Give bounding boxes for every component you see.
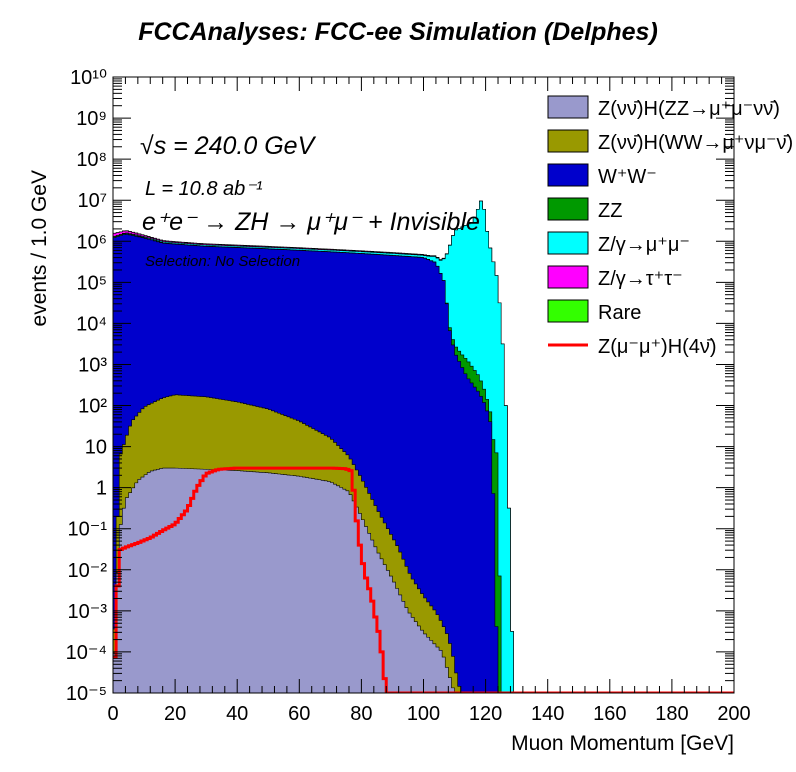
x-tick-label: 100 (407, 703, 440, 725)
stack-area-0 (113, 467, 734, 693)
y-tick-label: 10² (78, 396, 107, 418)
legend: Z(νν̄)H(ZZ→μ⁺μ⁻νν̄) Z(νν̄)H(WW→μ⁺νμ⁻ν̄) W⁺… (547, 95, 793, 358)
y-tick-label: 10⁻³ (68, 601, 108, 623)
y-tick-label: 10⁴ (76, 313, 107, 335)
y-tick-label: 10¹⁰ (70, 67, 107, 89)
legend-swatch-1 (547, 129, 589, 153)
y-tick-label: 10 (85, 437, 107, 459)
y-tick-label: 10⁸ (76, 149, 107, 171)
legend-label-1: Z(νν̄)H(WW→μ⁺νμ⁻ν̄) (598, 132, 793, 154)
y-tick-label: 10⁹ (76, 108, 107, 130)
x-tick-label: 20 (164, 703, 186, 725)
y-tick-label: 10⁻¹ (68, 519, 108, 541)
annotation-sqrt-s: √s = 240.0 GeV (140, 132, 315, 160)
signal-line (113, 466, 734, 693)
legend-label-5: Z/γ→τ⁺τ⁻ (598, 268, 683, 290)
legend-swatch-0 (547, 95, 589, 119)
legend-label-0: Z(νν̄)H(ZZ→μ⁺μ⁻νν̄) (598, 98, 780, 120)
y-tick-label: 10⁻⁴ (66, 642, 107, 664)
x-tick-label: 140 (531, 703, 564, 725)
legend-label-4: Z/γ→μ⁺μ⁻ (598, 234, 690, 256)
x-tick-label: 120 (469, 703, 502, 725)
y-axis-label: events / 1.0 GeV (28, 170, 51, 327)
legend-swatch-5 (547, 265, 589, 289)
y-tick-label: 10⁻² (68, 560, 108, 582)
x-tick-label: 40 (226, 703, 248, 725)
legend-label-6: Rare (598, 302, 641, 324)
legend-swatch-6 (547, 299, 589, 323)
y-tick-label: 1 (96, 478, 107, 500)
annotation-process: e⁺e⁻ → ZH → μ⁺μ⁻ + Invisible (142, 208, 480, 236)
y-tick-label: 10⁵ (76, 272, 107, 294)
plot-area (113, 200, 734, 693)
legend-label-3: ZZ (598, 200, 622, 222)
x-tick-label: 0 (107, 703, 118, 725)
x-axis-label: Muon Momentum [GeV] (511, 732, 734, 755)
x-tick-label: 180 (655, 703, 688, 725)
x-tick-label: 80 (350, 703, 372, 725)
y-tick-label: 10⁷ (78, 190, 107, 212)
x-tick-label: 200 (717, 703, 750, 725)
y-tick-label: 10³ (78, 354, 107, 376)
legend-swatch-2 (547, 163, 589, 187)
annotation-selection: Selection: No Selection (145, 253, 301, 270)
legend-swatch-4 (547, 231, 589, 255)
x-tick-label: 160 (593, 703, 626, 725)
y-tick-label: 10⁶ (77, 231, 107, 253)
chart-title: FCCAnalyses: FCC-ee Simulation (Delphes) (138, 18, 658, 46)
x-tick-label: 60 (288, 703, 310, 725)
y-tick-label: 10⁻⁵ (66, 683, 107, 705)
annotation-luminosity: L = 10.8 ab⁻¹ (145, 178, 263, 200)
legend-label-7: Z(μ⁻μ⁺)H(4ν̄) (598, 336, 717, 358)
legend-swatch-3 (547, 197, 589, 221)
legend-label-2: W⁺W⁻ (598, 166, 657, 188)
